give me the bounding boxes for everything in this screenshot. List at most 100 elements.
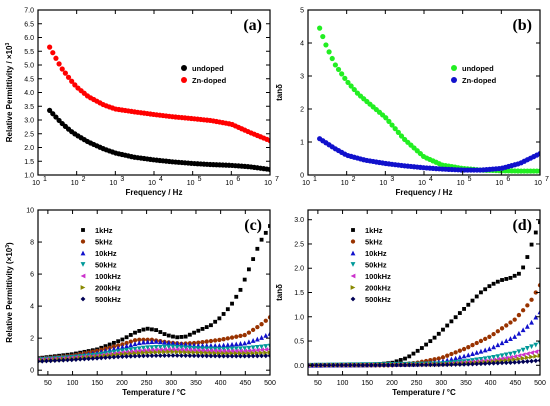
x-tick-label: 200 xyxy=(386,380,398,387)
series-undoped xyxy=(47,107,270,173)
y-axis-label-suffix: ) xyxy=(5,242,14,245)
data-point xyxy=(162,339,167,345)
data-point xyxy=(187,347,193,353)
data-point xyxy=(466,345,471,350)
series-group xyxy=(308,220,540,368)
data-point xyxy=(234,334,239,339)
y-tick-label: 2 xyxy=(30,336,34,343)
x-tick-label: 500 xyxy=(264,380,276,387)
data-point xyxy=(136,348,142,354)
legend-marker xyxy=(80,285,86,290)
data-point xyxy=(503,338,509,344)
y-tick-label: 3 xyxy=(300,74,304,81)
data-point xyxy=(225,307,230,312)
data-point xyxy=(351,86,357,93)
series-500khz xyxy=(38,353,270,364)
data-point xyxy=(453,362,459,367)
data-point xyxy=(491,355,496,360)
data-point xyxy=(465,361,471,367)
legend-entry: 200kHz xyxy=(95,284,121,293)
data-point xyxy=(212,346,218,352)
x-tick-label: 50 xyxy=(314,380,322,387)
data-point xyxy=(195,346,201,352)
data-point xyxy=(204,339,209,344)
data-point xyxy=(508,275,513,280)
data-point xyxy=(246,267,251,272)
data-point xyxy=(128,333,133,337)
data-point xyxy=(524,351,530,357)
data-point xyxy=(44,358,49,364)
data-point xyxy=(157,353,163,358)
chart-panel-1: 1011021031041051061071.01.52.02.53.03.54… xyxy=(5,8,279,198)
x-tick-label: 50 xyxy=(44,380,52,387)
data-point xyxy=(65,357,70,363)
data-point xyxy=(263,230,268,235)
data-point xyxy=(225,336,230,341)
data-point xyxy=(69,78,75,84)
data-point xyxy=(216,342,222,348)
data-point xyxy=(267,353,270,359)
data-point xyxy=(516,359,522,365)
data-point xyxy=(233,348,239,354)
legend-marker xyxy=(80,262,86,267)
data-point xyxy=(221,346,226,352)
data-point xyxy=(436,362,442,368)
data-point xyxy=(309,362,315,368)
data-point xyxy=(508,336,513,341)
y-tick-label: 4 xyxy=(30,304,34,311)
data-point xyxy=(470,361,475,367)
x-tick-label: 10 xyxy=(534,180,542,187)
panel-label: (d) xyxy=(512,217,532,234)
data-point xyxy=(170,349,176,355)
data-point xyxy=(533,349,539,355)
data-point xyxy=(474,350,480,355)
data-point xyxy=(119,348,125,354)
data-point xyxy=(149,327,154,332)
data-point xyxy=(174,341,180,346)
data-point xyxy=(406,362,412,368)
data-point xyxy=(120,337,125,342)
data-point xyxy=(137,337,142,342)
data-point xyxy=(457,362,463,367)
data-point xyxy=(478,338,484,344)
data-point xyxy=(482,361,488,366)
data-point xyxy=(191,350,197,355)
data-point xyxy=(263,344,269,349)
data-point xyxy=(200,346,205,352)
data-point xyxy=(457,348,463,353)
data-point xyxy=(107,350,113,356)
data-point xyxy=(174,349,180,355)
data-point xyxy=(72,82,78,88)
data-point xyxy=(221,348,226,354)
data-point xyxy=(398,362,404,368)
legend-entry: 100kHz xyxy=(95,272,121,281)
data-point xyxy=(187,332,192,337)
x-tick-label: 10 xyxy=(32,180,40,187)
data-point xyxy=(470,351,475,357)
series-500khz xyxy=(308,358,540,368)
data-point xyxy=(521,265,526,270)
data-point xyxy=(208,346,214,352)
x-tick-label: 250 xyxy=(411,380,423,387)
data-point xyxy=(171,334,175,339)
data-point xyxy=(242,346,248,351)
data-point xyxy=(50,111,56,117)
data-point xyxy=(229,335,235,340)
y-tick-label: 6 xyxy=(30,272,34,279)
x-tick-label-exponent: 6 xyxy=(506,176,510,183)
data-point xyxy=(415,348,420,353)
y-tick-label: 4.5 xyxy=(24,76,34,83)
data-point xyxy=(441,327,445,332)
data-point xyxy=(53,55,59,61)
data-point xyxy=(200,326,205,331)
data-point xyxy=(259,335,264,340)
data-point xyxy=(529,350,534,356)
legend-entry: undoped xyxy=(462,64,494,73)
data-point xyxy=(465,352,471,358)
data-point xyxy=(183,353,189,359)
data-point xyxy=(411,351,416,356)
data-point xyxy=(238,287,243,292)
data-point xyxy=(267,348,270,351)
data-point xyxy=(179,341,184,347)
data-point xyxy=(136,340,142,346)
